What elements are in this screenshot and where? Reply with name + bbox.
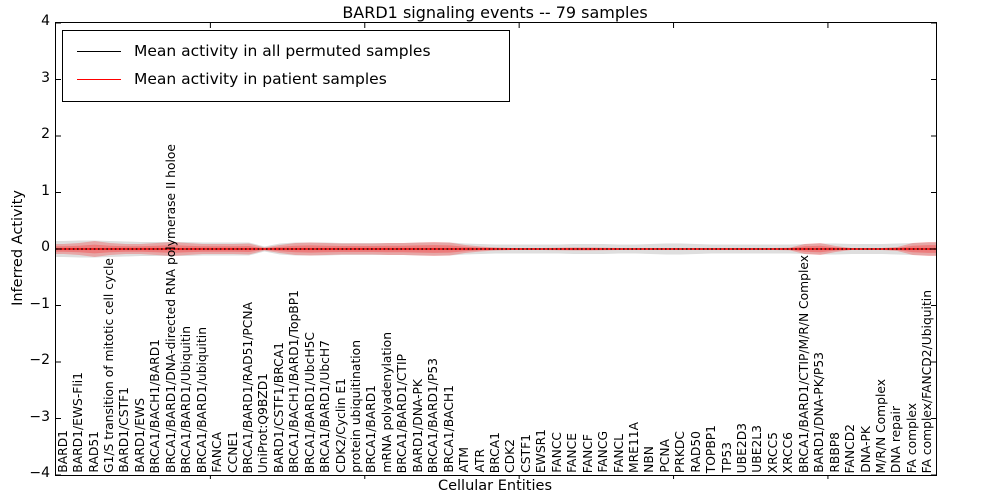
x-tick-label: RAD51 (86, 431, 101, 473)
x-tick-label: CDK2/Cyclin E1 (333, 378, 348, 473)
chart-canvas (56, 22, 936, 479)
x-tick-label: protein ubiquitination (349, 340, 364, 473)
x-tick-label: BARD1/EWS-Fli1 (71, 372, 86, 473)
y-tick-label: −3 (29, 408, 50, 425)
x-tick-label: TP53 (719, 442, 734, 473)
x-tick-label: BRCA1/BARD1/UbcH5C (302, 331, 317, 473)
y-tick-label: −2 (29, 352, 50, 368)
x-tick-label: DNA repair (889, 405, 904, 473)
x-tick-label: BRCA1/BARD1/ubiquitin (194, 326, 209, 473)
x-tick-label: NBN (642, 446, 657, 473)
x-tick-label: BRCA1/BARD1/RAD51/PCNA (240, 301, 255, 474)
x-tick-label: BRCA1 (488, 431, 502, 473)
legend: Mean activity in all permuted samples Me… (62, 30, 510, 102)
x-tick-label: PRKDC (673, 430, 688, 473)
x-tick-label: XRCC6 (781, 431, 796, 473)
y-tick-label: 1 (41, 182, 50, 199)
x-tick-label: BRCA1/BACH1 (441, 385, 456, 473)
x-tick-label: BRCA1/BARD1/CTIP/M/R/N Complex (796, 255, 811, 473)
x-tick-label: FA complex (904, 402, 919, 473)
x-tick-label: FA complex/FANCD2/Ubiquitin (920, 289, 935, 473)
x-tick-label: G1/S transition of mitotic cell cycle (102, 258, 117, 473)
x-tick-label: FANCA (210, 432, 225, 473)
x-tick-label: UBE2D3 (735, 422, 750, 473)
x-tick-label: RAD50 (688, 431, 703, 473)
x-tick-label: ATR (472, 449, 487, 473)
x-tick-label: ATM (457, 447, 472, 473)
legend-item-patient: Mean activity in patient samples (63, 65, 509, 93)
x-tick-label: FANCC (549, 432, 564, 473)
legend-label: Mean activity in all permuted samples (134, 42, 431, 60)
x-tick-label: FANCD2 (843, 423, 858, 473)
chart-title: BARD1 signaling events -- 79 samples (342, 3, 648, 22)
y-tick-label: −1 (29, 295, 50, 312)
y-tick-label: 2 (41, 126, 50, 142)
x-tick-label: FANCL (611, 434, 626, 473)
x-tick-label: RBBP8 (827, 432, 842, 473)
x-axis-title: Cellular Entities (437, 478, 553, 494)
red-line-swatch-icon (77, 78, 121, 80)
x-tick-label: BARD1/CSTF1/BRCA1 (271, 342, 286, 473)
y-tick-label: 4 (41, 13, 50, 29)
x-tick-label: TOPBP1 (704, 424, 719, 473)
x-tick-label: BRCA1/BARD1/DNA-directed RNA polymerase … (163, 144, 178, 473)
legend-label: Mean activity in patient samples (134, 70, 387, 88)
x-tick-label: BRCA1/BARD1 (364, 384, 379, 473)
x-tick-label: FANCE (565, 433, 580, 473)
x-tick-label: BARD1/CSTF1 (117, 387, 132, 473)
y-axis-title: Inferred Activity (10, 190, 26, 306)
x-tick-label: BRCA1/BARD1/Ubiquitin (179, 325, 194, 473)
y-tick-label: 3 (41, 69, 50, 86)
x-tick-label: BARD1/DNA-PK/P53 (812, 352, 827, 473)
x-tick-label: XRCC5 (765, 431, 780, 473)
y-tick-label: −4 (29, 465, 50, 481)
x-tick-label: FANCF (580, 433, 595, 473)
legend-item-permuted: Mean activity in all permuted samples (63, 37, 509, 65)
x-tick-label: CCNE1 (225, 431, 240, 473)
x-tick-label: BRCA1/BARD1/UbcH7 (318, 340, 333, 473)
x-tick-label: MRE11A (626, 422, 641, 473)
x-tick-label: PCNA (657, 439, 672, 473)
x-tick-label: BRCA1/BARD1/CTIP (395, 353, 410, 473)
x-tick-label: BARD1/DNA-PK (410, 379, 425, 473)
x-tick-label: BRCA1/BACH1/BARD1/TopBP1 (287, 289, 302, 473)
x-tick-label: BRCA1/BACH1/BARD1 (148, 338, 163, 473)
x-tick-label: EWSR1 (534, 428, 549, 473)
x-tick-label: BARD1/EWS (132, 398, 147, 473)
y-tick-label: 0 (41, 239, 50, 255)
x-tick-label: M/R/N Complex (873, 378, 888, 473)
x-tick-label: UBE2L3 (750, 425, 765, 473)
x-tick-label: FANCG (596, 431, 611, 473)
black-line-swatch-icon (77, 50, 121, 52)
x-tick-label: mRNA polyadenylation (379, 332, 394, 473)
x-tick-label: UniProt:Q9BZD1 (256, 372, 271, 473)
x-tick-label: BRCA1/BARD1/P53 (426, 357, 441, 473)
x-tick-label: CSTF1 (518, 434, 533, 473)
x-tick-label: CDK2 (503, 439, 518, 473)
x-tick-label: BARD1 (55, 430, 70, 473)
x-tick-label: DNA-PK (858, 426, 873, 473)
